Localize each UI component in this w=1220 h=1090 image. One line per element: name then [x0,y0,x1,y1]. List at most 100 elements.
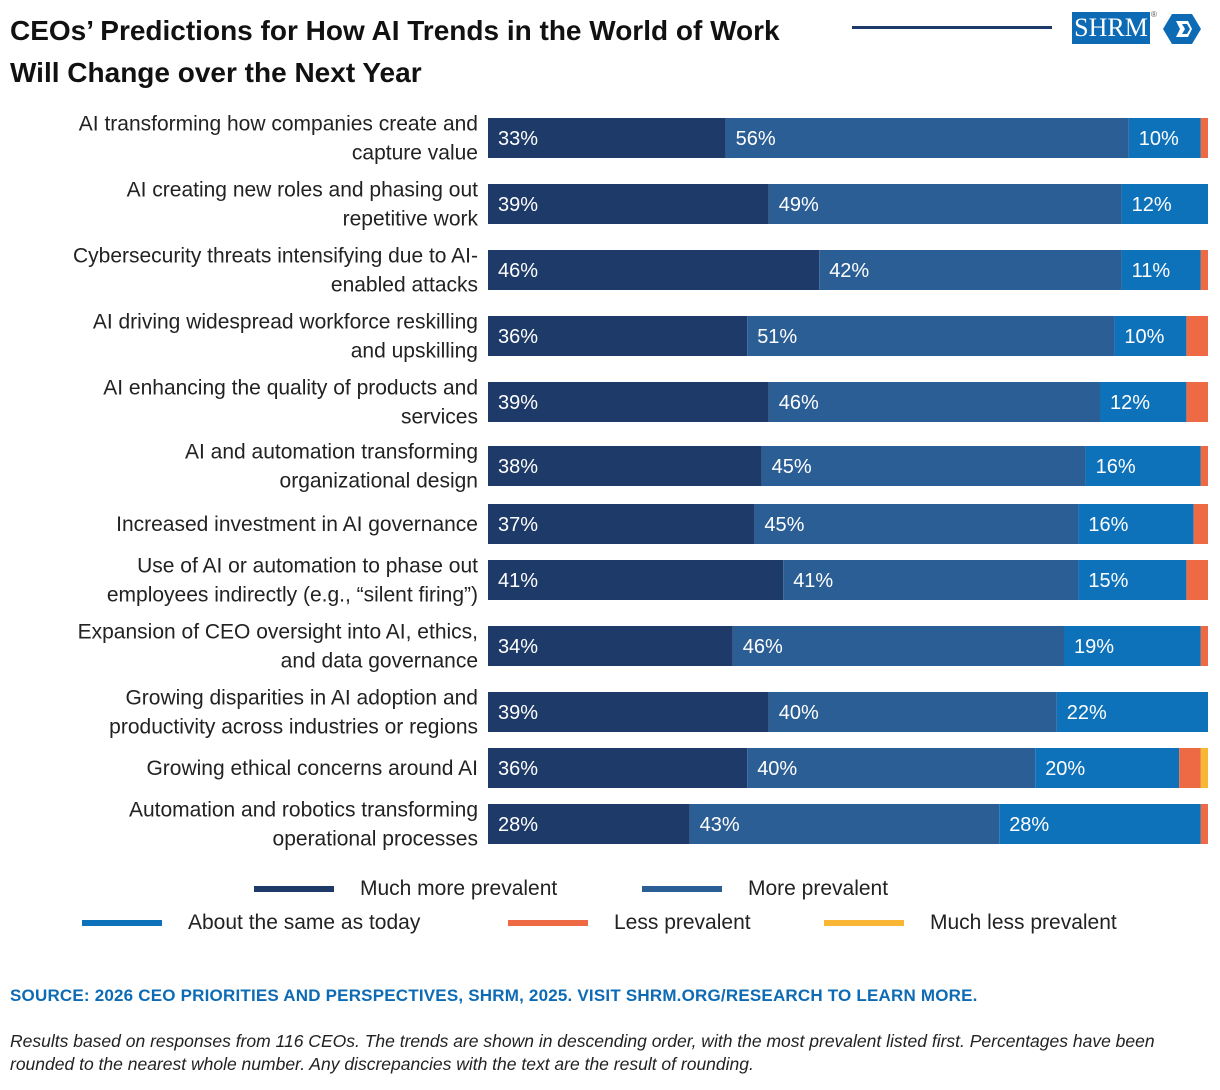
bar-segment [1186,316,1208,356]
category-label: productivity across industries or region… [109,716,478,739]
bar-segment [1193,504,1208,544]
legend-item-about-the-same: About the same as today [82,908,420,938]
stacked-bar-chart: AI transforming how companies create and… [73,113,1208,851]
legend-item-more-prevalent: More prevalent [642,874,888,904]
shrm-logo: SHRM [1072,12,1150,44]
bar-segment [768,184,1122,224]
bar-segment [488,316,748,356]
bar-value-label: 11% [1132,260,1171,282]
bar-segment [689,804,1000,844]
legend-item-much-less-prevalent: Much less prevalent [824,908,1117,938]
bar-segment [1200,804,1208,844]
legend-item-less-prevalent: Less prevalent [508,908,751,938]
bar-value-label: 40% [779,702,819,724]
bar-segment [488,184,769,224]
bar-segment [1200,748,1208,788]
bar-segment [488,118,726,158]
bar-segment [488,748,748,788]
bar-value-label: 51% [757,326,797,348]
bar-value-label: 28% [1009,814,1049,836]
category-label: AI enhancing the quality of products and [103,377,478,400]
bar-value-label: 38% [498,456,538,478]
bar-value-label: 39% [498,392,538,414]
bar-segment [1078,504,1194,544]
bar-value-label: 36% [498,326,538,348]
bar-value-label: 42% [829,260,869,282]
bar-value-label: 45% [772,456,812,478]
bar-segment [488,560,784,600]
bar-value-label: 46% [498,260,538,282]
category-label: enabled attacks [331,274,478,297]
bar-segment [488,504,755,544]
bar-value-label: 28% [498,814,538,836]
legend-label-same: About the same as today [188,911,421,934]
legend-label-less: Less prevalent [614,911,751,934]
bar-segment [999,804,1201,844]
methodology-note: Results based on responses from 116 CEOs… [10,1031,1155,1074]
category-label: operational processes [273,828,478,851]
legend-row-1: Much more prevalent More prevalent [0,874,1220,904]
legend-label-much-less: Much less prevalent [930,911,1117,934]
logo-registered-mark: ® [1151,10,1157,19]
bar-value-label: 41% [498,570,538,592]
bar-segment [1064,626,1201,666]
bar-segment [747,316,1115,356]
bar-segment [725,118,1129,158]
bar-segment [768,692,1057,732]
category-label: Use of AI or automation to phase out [137,555,478,578]
legend-swatch-more [642,886,722,892]
legend-swatch-much-more [254,886,334,892]
bar-value-label: 15% [1088,570,1128,592]
bar-value-label: 22% [1067,702,1107,724]
bar-segment [747,748,1036,788]
category-label: AI creating new roles and phasing out [127,179,479,202]
bar-segment [768,382,1100,422]
source-line: SOURCE: 2026 CEO PRIORITIES AND PERSPECT… [10,986,978,1005]
bar-value-label: 45% [764,514,804,536]
shrm-chevron-icon [1163,14,1201,44]
bar-segment [819,250,1122,290]
bar-segment [1035,748,1180,788]
category-label: AI transforming how companies create and [79,113,478,136]
bar-value-label: 39% [498,194,538,216]
bar-value-label: 12% [1110,392,1150,414]
bar-segment [732,626,1064,666]
bar-segment [1186,382,1208,422]
bar-segment [1085,446,1201,486]
legend-item-much-more-prevalent: Much more prevalent [254,874,557,904]
bar-value-label: 33% [498,128,538,150]
bar-segment [761,446,1086,486]
category-label: Cybersecurity threats intensifying due t… [73,245,478,268]
category-label: Expansion of CEO oversight into AI, ethi… [78,621,478,644]
legend-swatch-less [508,920,588,926]
bar-value-label: 46% [743,636,783,658]
bar-value-label: 39% [498,702,538,724]
bar-value-label: 49% [779,194,819,216]
bar-value-label: 16% [1096,456,1136,478]
category-label: organizational design [280,470,478,493]
category-label: Growing ethical concerns around AI [146,757,478,780]
legend-label-more: More prevalent [748,877,889,900]
legend-swatch-much-less [824,920,904,926]
category-label: employees indirectly (e.g., “silent firi… [107,584,478,607]
bar-value-label: 43% [700,814,740,836]
bar-segment [1078,560,1187,600]
category-label: and data governance [281,650,478,673]
bar-segment [488,692,769,732]
category-label: repetitive work [343,208,479,231]
bar-segment [1056,692,1208,732]
bar-value-label: 16% [1088,514,1128,536]
bar-segment [1200,626,1208,666]
category-label: services [401,406,478,429]
bar-value-label: 37% [498,514,538,536]
category-label: Growing disparities in AI adoption and [125,687,478,710]
legend-swatch-same [82,920,162,926]
bar-segment [1128,118,1201,158]
bar-segment [1200,446,1208,486]
chart-title: CEOs’ Predictions for How AI Trends in t… [10,15,780,88]
bar-segment [1186,560,1208,600]
bar-segment [1179,748,1201,788]
bar-segment [1200,250,1208,290]
category-label: Increased investment in AI governance [116,513,478,536]
category-label: Automation and robotics transforming [129,799,478,822]
